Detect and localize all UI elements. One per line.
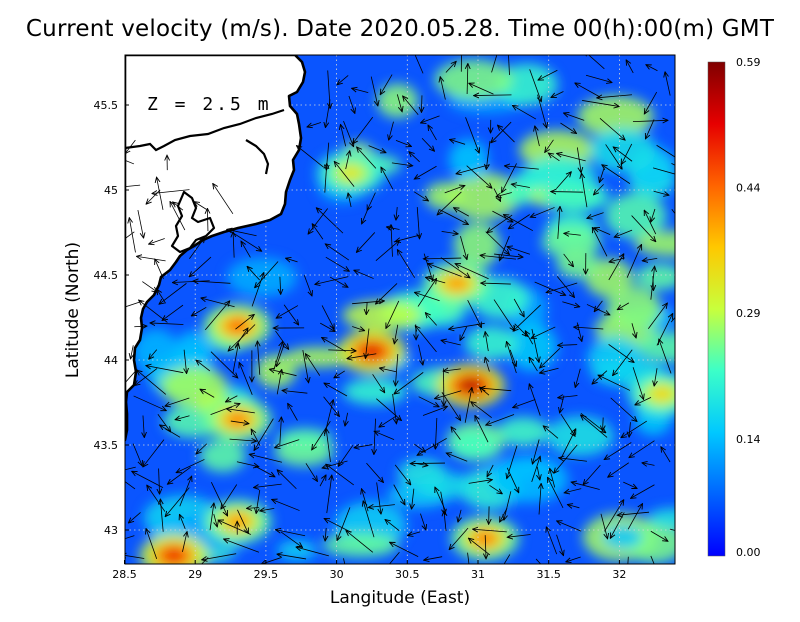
velocity-arrow [653,276,654,290]
y-axis-ticks: 43 43.5 44 44.5 45 45.5 [94,99,130,537]
velocity-arrow [207,209,208,231]
x-axis-label: Langitude (East) [125,588,675,608]
hotspot-core [339,165,363,181]
x-tick-label: 28.5 [112,568,137,581]
colorbar-tick-label: 0.59 [736,56,761,69]
chart-title: Current velocity (m/s). Date 2020.05.28.… [0,16,800,42]
y-tick-label: 45.5 [94,99,119,112]
field-patch [542,181,609,212]
field-patch [638,332,708,363]
x-tick-label: 31.5 [536,568,561,581]
field-patch [454,222,501,267]
y-tick-label: 43 [104,524,118,537]
field-patch [587,337,641,382]
x-tick-label: 30 [330,568,344,581]
field-patch [278,428,333,450]
y-tick-label: 44 [104,354,118,367]
field-patch [417,473,474,499]
field-patch [323,532,399,557]
velocity-arrow [411,463,445,464]
hotspot-core [226,412,250,428]
hotspot-core [360,344,384,360]
field-patch [605,193,666,239]
hotspot-core [226,514,250,530]
y-tick-label: 45 [104,184,118,197]
hotspot-core [162,548,186,564]
hotspot-core [445,276,469,292]
field-patch [636,264,684,290]
field-patch [635,231,711,257]
x-tick-label: 31 [471,568,485,581]
colorbar-tick-label: 0.44 [736,182,761,195]
field-patch [648,508,698,528]
colorbar-tick-label: 0.29 [736,307,761,320]
field-patch [547,416,614,456]
field-patch [603,526,643,549]
x-tick-label: 30.5 [395,568,420,581]
y-axis-label: Latitude (North) [63,242,83,378]
colorbar [708,62,725,556]
field-patch [343,300,422,330]
field-patch [606,286,661,330]
field-patch [590,128,656,173]
y-tick-label: 43.5 [94,439,119,452]
x-tick-label: 32 [612,568,626,581]
hotspot-core [650,386,674,402]
field-patch [465,326,518,360]
x-tick-label: 29.5 [254,568,279,581]
x-tick-label: 29 [188,568,202,581]
velocity-arrow [421,95,422,112]
field-patch [557,249,599,278]
y-tick-label: 44.5 [94,269,119,282]
field-patch [449,140,488,180]
colorbar-ticks: 0.59 0.44 0.29 0.14 0.00 [736,56,761,559]
depth-label: Z = 2.5 m [147,94,272,115]
field-patch [498,417,549,446]
colorbar-tick-label: 0.00 [736,546,761,559]
field-patch [435,60,513,100]
colorbar-tick-label: 0.14 [736,433,761,446]
field-patch [377,84,418,118]
